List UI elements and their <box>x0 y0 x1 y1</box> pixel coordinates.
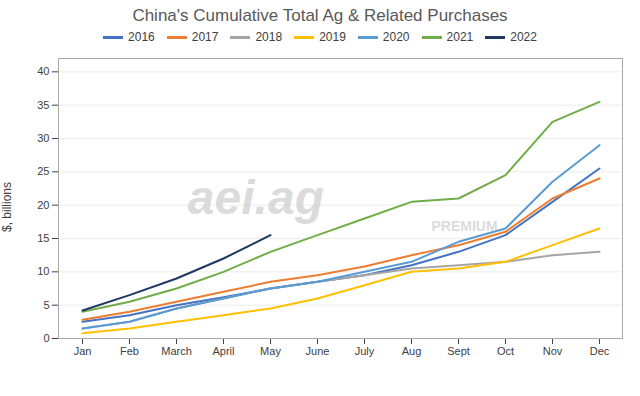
html-text:2017: 2017 <box>191 30 219 44</box>
html-text:$, billions: $, billions <box>0 182 14 232</box>
svg-text:Feb: Feb <box>120 345 139 357</box>
svg-text:PREMIUM: PREMIUM <box>432 218 498 234</box>
html-text:2021: 2021 <box>446 30 474 44</box>
svg-text:40: 40 <box>37 65 49 77</box>
svg-text:June: June <box>306 345 330 357</box>
svg-text:Oct: Oct <box>497 345 514 357</box>
svg-text:30: 30 <box>37 132 49 144</box>
svg-text:April: April <box>212 345 234 357</box>
html-text:2019: 2019 <box>319 30 346 44</box>
svg-text:35: 35 <box>37 99 49 111</box>
html-text:2016: 2016 <box>128 30 155 44</box>
svg-text:July: July <box>355 345 375 357</box>
svg-text:March: March <box>161 345 192 357</box>
svg-text:aei.ag: aei.ag <box>188 171 324 224</box>
svg-text:Jan: Jan <box>74 345 92 357</box>
html-text:2020: 2020 <box>382 30 410 44</box>
html-text:2022: 2022 <box>510 30 537 44</box>
html-text:China's Cumulative Total Ag &: China's Cumulative Total Ag & Related Pu… <box>132 6 508 25</box>
svg-text:20: 20 <box>37 199 49 211</box>
svg-text:Nov: Nov <box>543 345 563 357</box>
svg-text:15: 15 <box>37 232 49 244</box>
svg-text:10: 10 <box>37 265 49 277</box>
svg-text:25: 25 <box>37 165 49 177</box>
html-text:2018: 2018 <box>255 30 283 44</box>
svg-text:Dec: Dec <box>590 345 610 357</box>
svg-text:May: May <box>260 345 281 357</box>
svg-text:Sept: Sept <box>447 345 470 357</box>
svg-text:Aug: Aug <box>402 345 422 357</box>
svg-text:5: 5 <box>43 299 49 311</box>
svg-text:0: 0 <box>43 332 49 344</box>
